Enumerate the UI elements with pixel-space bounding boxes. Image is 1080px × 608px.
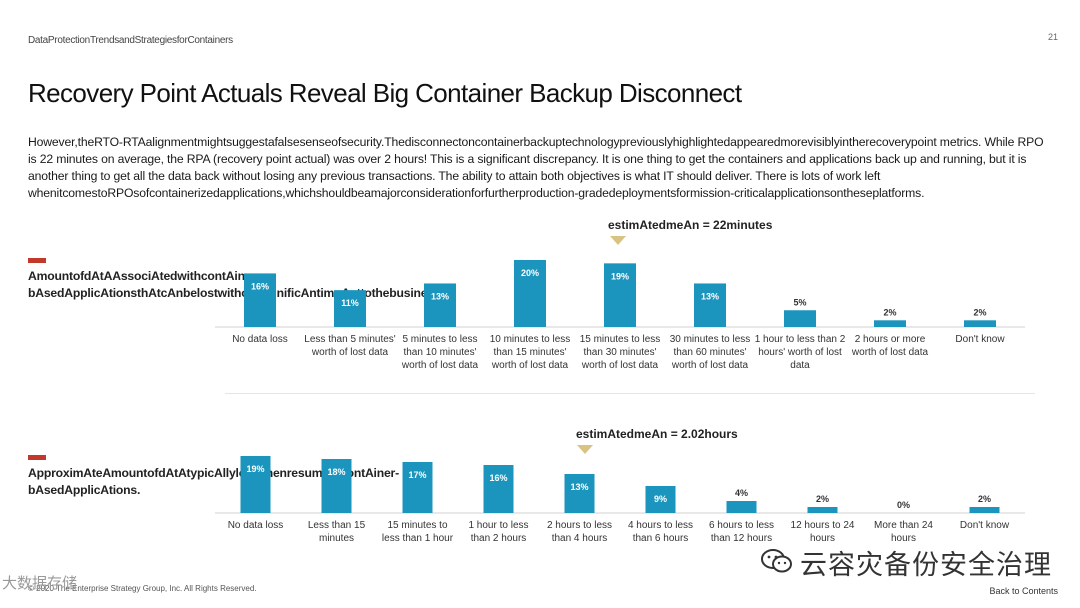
chart1-category-label: Don't know xyxy=(955,334,1005,345)
chart1-bar xyxy=(424,283,456,327)
chart1-value-label: 11% xyxy=(341,298,359,308)
chart1-category-label: Less than 5 minutes' worth of lost data xyxy=(304,334,395,358)
chart1-category-label: 10 minutes to less than 15 minutes' worth … xyxy=(490,334,571,371)
panel2-mean-label: estimAtedmeAn = 2.02hours xyxy=(576,427,738,441)
back-to-contents-link[interactable]: Back to Contents xyxy=(989,586,1058,596)
chart1-bar xyxy=(334,290,366,327)
page-number: 21 xyxy=(1047,32,1058,42)
chart1-category-label: 30 minutes to less than 60 minutes' worth … xyxy=(670,334,751,371)
panel1-accent-bar xyxy=(28,258,46,263)
chart1-value-label: 2% xyxy=(973,307,986,317)
panel1-mean-marker xyxy=(610,236,626,245)
panel2-mean-marker xyxy=(577,445,593,454)
chart1-bar xyxy=(244,273,276,327)
chart1-value-label: 20% xyxy=(521,268,539,278)
panel2-label: ApproximAteAmountofdAtAtypicAllylostwhen… xyxy=(28,466,399,497)
chart1-value-label: 13% xyxy=(701,291,719,301)
panel1-mean-label: estimAtedmeAn = 22minutes xyxy=(608,218,773,232)
chart1-category-label: 2 hours or more worth of lost data xyxy=(851,334,929,358)
chart1-bar xyxy=(784,310,816,327)
panel-divider xyxy=(225,393,1035,394)
document-header-title: DataProtectionTrendsandStrategiesforCont… xyxy=(28,35,233,46)
wechat-icon xyxy=(761,549,792,573)
chart1-value-label: 19% xyxy=(611,271,629,281)
chart1-value-label: 5% xyxy=(793,297,806,307)
watermark-left: 大数据存储 xyxy=(2,575,78,592)
chart1-value-label: 2% xyxy=(883,307,896,317)
chart1-value-label: 16% xyxy=(251,281,269,291)
chart1-bar xyxy=(964,320,996,327)
chart1-value-label: 13% xyxy=(431,291,449,301)
body-paragraph: However,theRTO-RTAalignmentmightsuggesta… xyxy=(28,135,1044,200)
copyright-text: © 2020 The Enterprise Strategy Group, In… xyxy=(28,584,257,593)
chart1-category-label: 1 hour to less than 2 hours' worth of los… xyxy=(755,334,846,371)
chart1-category-label: 15 minutes to less than 30 minutes' worth … xyxy=(580,334,661,371)
watermark-right: 云容灾备份安全治理 xyxy=(800,550,1052,580)
chart1-bar xyxy=(694,283,726,327)
chart1-bar xyxy=(514,260,546,327)
chart1-bar xyxy=(604,263,636,327)
chart1-category-label: 5 minutes to less than 10 minutes' worth o… xyxy=(401,334,479,371)
chart1-category-label: No data loss xyxy=(232,334,288,345)
page-title: Recovery Point Actuals Reveal Big Contai… xyxy=(28,78,742,108)
chart1-bar xyxy=(874,320,906,327)
panel2-accent-bar xyxy=(28,455,46,460)
